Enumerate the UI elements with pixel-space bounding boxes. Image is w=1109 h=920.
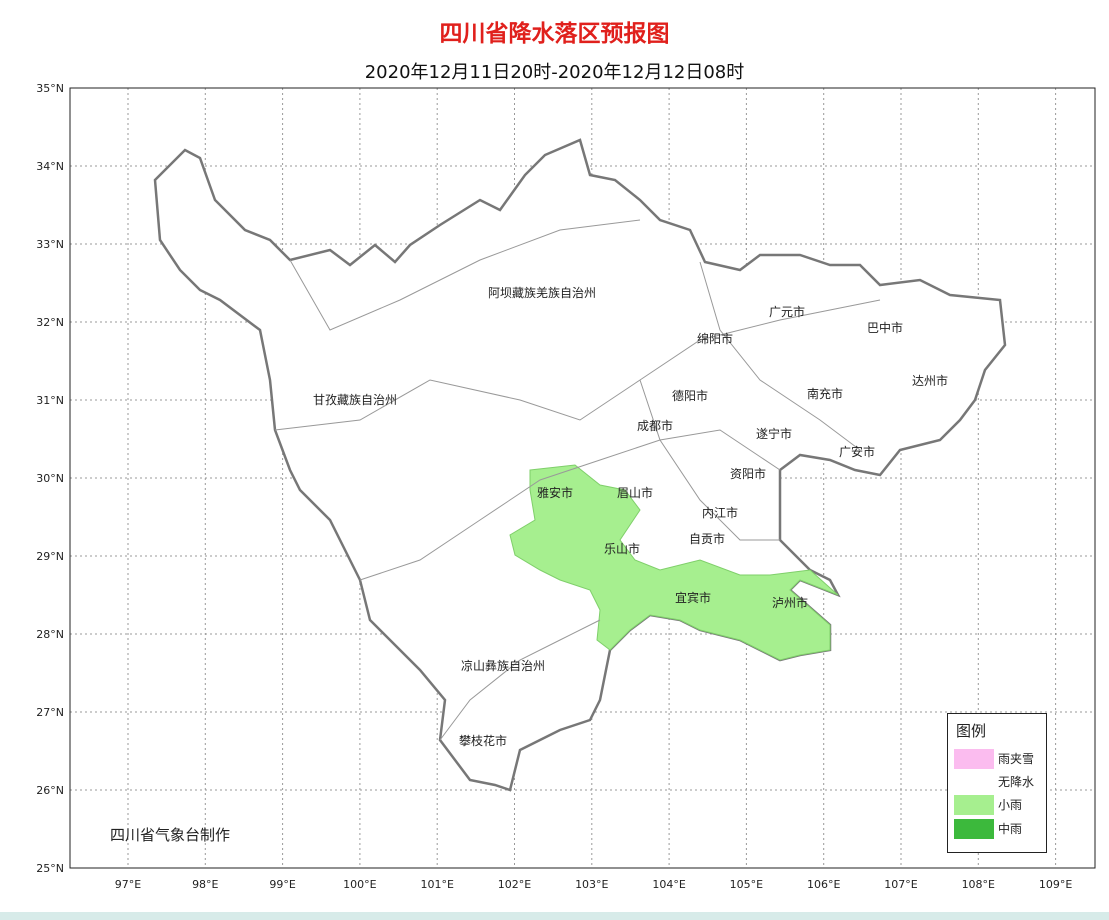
legend-label: 小雨 [998, 798, 1023, 812]
region-label: 广元市 [769, 304, 805, 319]
producer-credit: 四川省气象台制作 [110, 826, 231, 844]
latitude-tick-label: 35°N [36, 82, 64, 95]
legend-swatch [954, 748, 994, 769]
legend-title: 图例 [956, 722, 987, 740]
region-label: 凉山彝族自治州 [461, 658, 545, 673]
legend-label: 无降水 [998, 775, 1035, 789]
longitude-tick-label: 101°E [420, 878, 453, 891]
region-label: 广安市 [839, 444, 875, 459]
region-label: 南充市 [807, 386, 843, 401]
map-frame [69, 87, 1096, 869]
region-label: 甘孜藏族自治州 [313, 393, 397, 407]
longitude-tick-label: 100°E [343, 878, 376, 891]
longitude-tick-label: 97°E [115, 878, 141, 891]
legend: 图例 雨夹雪 无降水 小雨 中雨 [947, 713, 1047, 853]
region-label: 德阳市 [672, 388, 708, 403]
legend-item-sleet: 雨夹雪 [954, 748, 1034, 769]
longitude-tick-label: 108°E [962, 878, 995, 891]
legend-item-none: 无降水 [954, 771, 1034, 792]
latitude-tick-label: 29°N [36, 550, 64, 563]
map-title: 四川省降水落区预报图 [439, 21, 670, 47]
longitude-tick-label: 103°E [575, 878, 608, 891]
region-label: 阿坝藏族羌族自治州 [488, 286, 596, 300]
longitude-tick-label: 102°E [498, 878, 531, 891]
latitude-tick-label: 27°N [36, 706, 64, 719]
bottom-bar [0, 912, 1109, 920]
legend-swatch [954, 818, 994, 839]
region-label: 遂宁市 [756, 426, 792, 441]
region-label: 成都市 [637, 418, 673, 433]
region-label: 内江市 [702, 505, 738, 520]
latitude-tick-label: 31°N [36, 394, 64, 407]
longitude-tick-label: 107°E [884, 878, 917, 891]
region-label: 泸州市 [772, 595, 808, 610]
latitude-tick-label: 25°N [36, 862, 64, 875]
region-label: 自贡市 [689, 531, 725, 546]
map-subtitle: 2020年12月11日20时-2020年12月12日08时 [364, 62, 745, 83]
region-label: 雅安市 [537, 485, 573, 500]
region-label: 攀枝花市 [459, 733, 507, 748]
latitude-tick-label: 26°N [36, 784, 64, 797]
region-label: 资阳市 [730, 466, 766, 481]
latitude-tick-label: 33°N [36, 238, 64, 251]
latitude-tick-label: 28°N [36, 628, 64, 641]
region-label: 达州市 [912, 373, 948, 388]
latitude-tick-label: 30°N [36, 472, 64, 485]
longitude-tick-label: 109°E [1039, 878, 1072, 891]
legend-swatch [954, 794, 994, 815]
legend-label: 中雨 [998, 822, 1023, 836]
light-rain-area [509, 464, 839, 661]
longitude-tick-label: 104°E [652, 878, 685, 891]
region-label: 宜宾市 [675, 590, 711, 605]
longitude-tick-label: 106°E [807, 878, 840, 891]
region-label: 乐山市 [604, 541, 640, 556]
legend-swatch [954, 771, 994, 792]
legend-item-moderate-rain: 中雨 [954, 818, 1022, 839]
prefecture-boundaries [274, 219, 881, 741]
longitude-tick-label: 105°E [730, 878, 763, 891]
latitude-tick-label: 34°N [36, 160, 64, 173]
longitude-tick-label: 98°E [192, 878, 218, 891]
longitude-tick-label: 99°E [269, 878, 295, 891]
legend-label: 雨夹雪 [998, 752, 1035, 766]
region-label: 巴中市 [867, 320, 903, 335]
region-label: 绵阳市 [697, 331, 733, 346]
latitude-tick-label: 32°N [36, 316, 64, 329]
legend-item-light-rain: 小雨 [954, 794, 1022, 815]
region-label: 眉山市 [617, 485, 653, 500]
